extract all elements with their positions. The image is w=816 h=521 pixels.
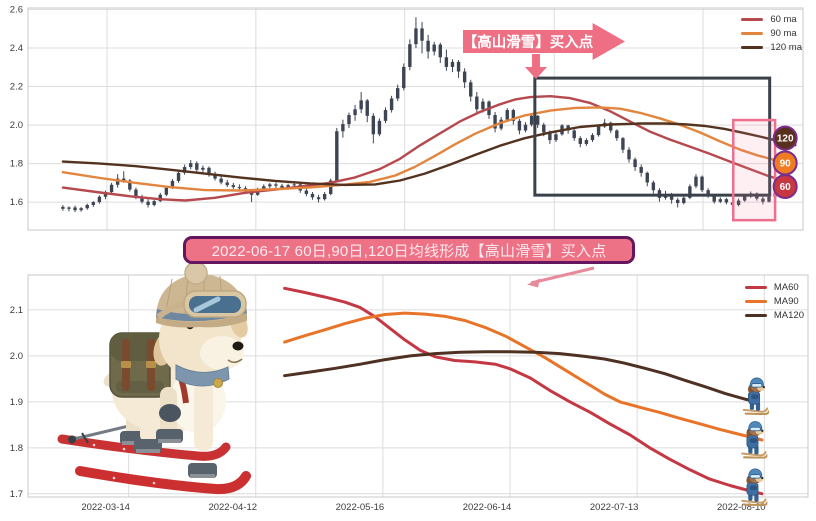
legend-label: MA60 xyxy=(773,281,799,293)
legend-item[interactable]: 120 ma xyxy=(741,41,802,53)
ma-badge-label: 60 xyxy=(780,182,792,193)
x-tick-label: 2022-06-14 xyxy=(463,502,512,513)
legend-item[interactable]: 60 ma xyxy=(741,13,802,25)
highlight-zone-annotation xyxy=(732,118,777,222)
pixel-ski-dog-marker xyxy=(742,376,769,415)
legend-item[interactable]: 90 ma xyxy=(741,27,802,39)
red-skis-graphic xyxy=(57,434,251,495)
legend-swatch xyxy=(741,17,764,21)
y-tick-label: 1.8 xyxy=(10,443,23,454)
collar-scarf-graphic xyxy=(175,364,230,388)
ma-line xyxy=(283,286,764,496)
legend-top: 60 ma 90 ma 120 ma xyxy=(741,13,802,53)
y-tick-label: 1.8 xyxy=(10,159,23,170)
y-tick-label: 1.7 xyxy=(10,489,23,500)
signal-banner: 2022-06-17 60日,90日,120日均线形成【高山滑雪】买入点 xyxy=(183,236,635,264)
ma-line xyxy=(283,350,760,404)
legend-swatch xyxy=(744,299,767,303)
buy-point-callout-label: 【高山滑雪】买入点 xyxy=(462,35,594,51)
x-tick-label: 2022-08-10 xyxy=(717,502,766,513)
ma-line xyxy=(61,122,797,187)
ma-badge xyxy=(772,173,798,199)
x-tick-label: 2022-03-14 xyxy=(81,502,130,513)
y-tick-label: 1.6 xyxy=(10,197,23,208)
legend-item[interactable]: MA90 xyxy=(744,295,804,307)
legend-swatch xyxy=(741,45,764,49)
x-tick-label: 2022-07-13 xyxy=(590,502,639,513)
legend-label: MA120 xyxy=(773,309,804,321)
top-candlestick-chart: 2.6 2.4 2.2 2.0 1.8 1.6 120 90 60 xyxy=(10,5,804,231)
ma-badge xyxy=(772,125,798,151)
ma-line xyxy=(283,311,764,442)
x-tick-label: 2022-04-12 xyxy=(208,502,257,513)
signal-banner-label: 2022-06-17 60日,90日,120日均线形成【高山滑雪】买入点 xyxy=(211,242,607,260)
legend-label: 120 ma xyxy=(770,41,802,53)
legend-bottom: MA60 MA90 MA120 xyxy=(744,281,804,321)
pixel-ski-dog-marker xyxy=(741,467,768,506)
legend-swatch xyxy=(744,285,767,289)
y-tick-label: 2.0 xyxy=(10,351,23,362)
legend-item[interactable]: MA60 xyxy=(744,281,804,293)
ma-badge-label: 90 xyxy=(780,158,792,169)
legend-label: 60 ma xyxy=(770,13,797,25)
legend-label: MA90 xyxy=(773,295,799,307)
y-tick-label: 2.6 xyxy=(10,5,23,16)
legend-swatch xyxy=(744,313,767,317)
ma-badge-label: 120 xyxy=(777,134,794,145)
legend-item[interactable]: MA120 xyxy=(744,309,804,321)
ma-line xyxy=(61,106,794,192)
pointer-arrow xyxy=(530,266,595,285)
ma-line xyxy=(61,95,791,202)
y-tick-label: 2.0 xyxy=(10,120,23,131)
signal-box-annotation xyxy=(533,76,772,197)
pixel-ski-dog-marker xyxy=(741,420,768,459)
ski-goggles-graphic xyxy=(156,290,247,320)
legend-swatch xyxy=(741,31,764,35)
y-tick-label: 1.9 xyxy=(10,397,23,408)
pointer-arrow-head xyxy=(527,278,540,288)
y-tick-label: 2.2 xyxy=(10,82,23,93)
x-tick-label: 2022-05-16 xyxy=(336,502,385,513)
y-tick-label: 2.4 xyxy=(10,43,23,54)
y-tick-label: 2.1 xyxy=(10,305,23,316)
ski-dog-image xyxy=(57,263,251,495)
legend-label: 90 ma xyxy=(770,27,797,39)
